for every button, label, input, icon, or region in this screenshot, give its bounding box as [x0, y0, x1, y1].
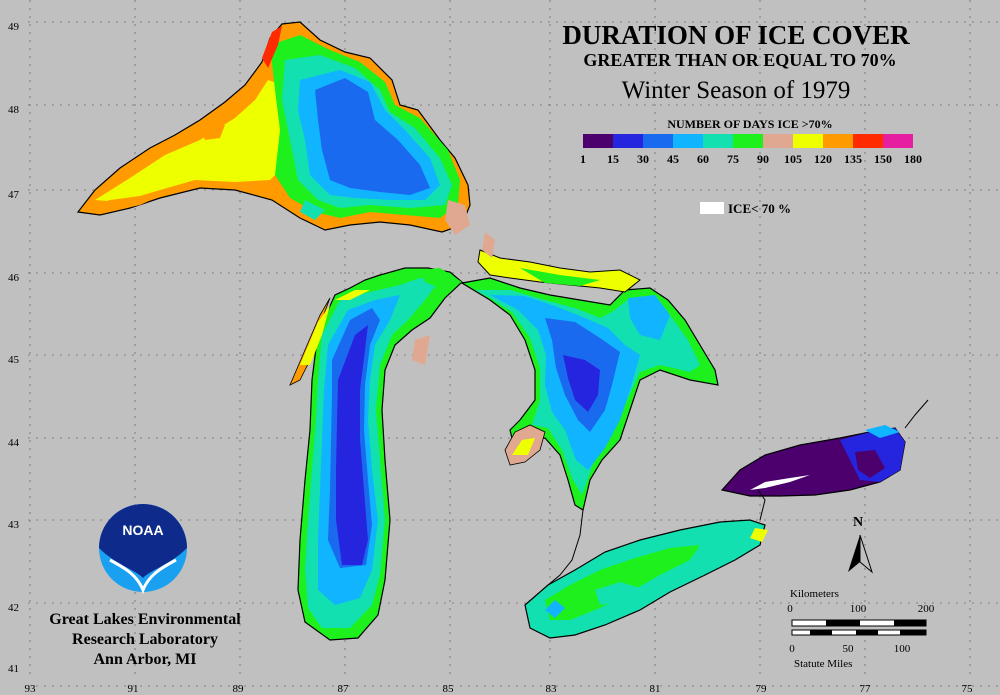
noaa-logo: NOAA: [99, 504, 187, 595]
scale-km-tick-0: 0: [787, 603, 793, 615]
legend-swatch: [823, 134, 853, 148]
legend-tick-labels: 1 15 30 45 60 75 90 105 120 135 150 180: [580, 152, 922, 166]
lat-label: 48: [8, 104, 20, 116]
legend-swatch: [703, 134, 733, 148]
ice-below-label: ICE< 70 %: [728, 201, 791, 216]
legend-tick: 120: [814, 152, 832, 166]
legend-tick: 90: [757, 152, 769, 166]
lon-label: 83: [546, 683, 558, 695]
lat-label: 45: [8, 354, 20, 366]
lat-label: 43: [8, 519, 20, 531]
legend-swatch: [853, 134, 883, 148]
lon-label: 81: [650, 683, 661, 695]
legend-swatch: [793, 134, 823, 148]
title-line3: Winter Season of 1979: [622, 77, 851, 104]
north-label: N: [853, 515, 863, 530]
lon-label: 87: [338, 683, 350, 695]
legend-heading: NUMBER OF DAYS ICE >70%: [667, 117, 832, 131]
north-channel: [420, 232, 641, 293]
scale-mi-tick-0: 0: [789, 643, 795, 655]
lon-label: 93: [25, 683, 37, 695]
scale-km-label: Kilometers: [790, 588, 839, 600]
lat-label: 49: [8, 21, 20, 33]
legend-swatch: [583, 134, 613, 148]
legend-swatch: [883, 134, 913, 148]
scale-mi-label: Statute Miles: [794, 658, 852, 670]
lake-ontario: [720, 425, 906, 497]
scale-bar: Kilometers 0 100 200 0 50 100 Statute Mi…: [787, 588, 935, 670]
scale-mi-tick-2: 100: [894, 643, 911, 655]
lat-label: 41: [8, 663, 19, 675]
legend-swatch: [613, 134, 643, 148]
connecting-rivers: [547, 399, 929, 586]
lat-label: 46: [8, 272, 20, 284]
lon-label: 79: [756, 683, 768, 695]
lon-label: 77: [860, 683, 872, 695]
lon-label: 91: [128, 683, 139, 695]
legend-tick: 105: [784, 152, 802, 166]
title-line2: GREATER THAN OR EQUAL TO 70%: [583, 50, 896, 70]
legend-color-bar: [583, 134, 913, 148]
legend-tick: 1: [580, 152, 586, 166]
legend-tick: 150: [874, 152, 892, 166]
lake-superior: [76, 21, 471, 235]
org-line3: Ann Arbor, MI: [94, 651, 197, 668]
legend-swatch: [643, 134, 673, 148]
legend-tick: 15: [607, 152, 619, 166]
title-line1: DURATION OF ICE COVER: [562, 20, 910, 50]
legend-tick: 30: [637, 152, 649, 166]
lake-erie: [524, 519, 768, 639]
org-line2: Research Laboratory: [72, 631, 218, 648]
legend-tick: 180: [904, 152, 922, 166]
scale-km-tick-2: 200: [918, 603, 935, 615]
scale-km-tick-1: 100: [850, 603, 867, 615]
longitude-labels: 93 91 89 87 85 83 81 79 77 75: [25, 683, 974, 695]
legend-swatch: [763, 134, 793, 148]
noaa-logo-text: NOAA: [122, 522, 163, 538]
latitude-labels: 49 48 47 46 45 44 43 42 41: [8, 21, 20, 675]
legend-tick: 60: [697, 152, 709, 166]
lake-michigan: [289, 267, 463, 641]
lon-label: 89: [233, 683, 245, 695]
legend-swatch: [733, 134, 763, 148]
lake-huron: [460, 277, 719, 511]
ice-below-swatch: [700, 202, 724, 214]
legend-swatch: [673, 134, 703, 148]
lon-label: 85: [443, 683, 455, 695]
lon-label: 75: [962, 683, 974, 695]
legend-tick: 135: [844, 152, 862, 166]
legend-tick: 75: [727, 152, 739, 166]
lat-label: 44: [8, 437, 20, 449]
north-arrow-icon: N: [848, 515, 874, 574]
scale-mi-tick-1: 50: [843, 643, 855, 655]
org-line1: Great Lakes Environmental: [49, 611, 241, 628]
legend-tick: 45: [667, 152, 679, 166]
lat-label: 47: [8, 189, 20, 201]
lat-label: 42: [8, 602, 19, 614]
